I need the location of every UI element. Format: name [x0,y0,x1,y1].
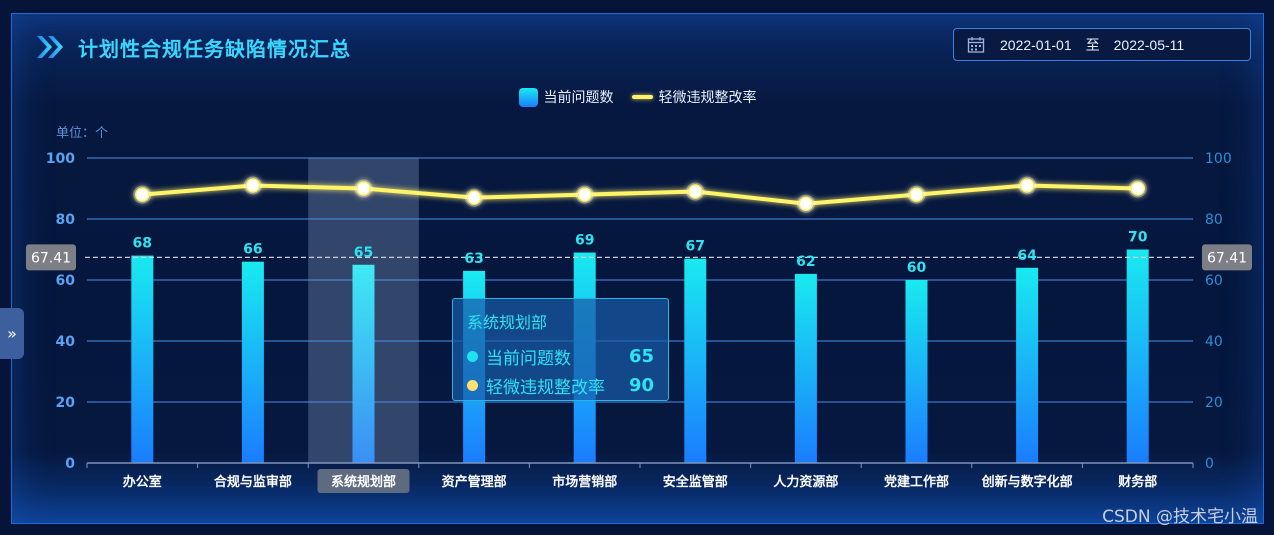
bar-value-label: 68 [133,236,152,252]
legend-bar-label: 当前问题数 [543,90,614,106]
rate-point [1019,178,1035,193]
x-tick-label: 人力资源部 [773,474,838,490]
date-range-picker[interactable]: 2022-01-01 至 2022-05-11 [953,28,1251,61]
rate-point [909,187,924,202]
y-left-tick-label: 60 [56,273,76,289]
average-label-right: 67.41 [1207,250,1247,266]
bar-value-label: 62 [796,254,815,270]
bar [131,255,154,463]
unit-label: 单位：个 [56,126,109,141]
rate-point [135,187,150,202]
legend-line-label: 轻微违规整改率 [658,90,757,106]
x-tick-label: 市场营销部 [552,474,617,490]
y-left-tick-label: 40 [56,334,76,350]
tooltip-category: 系统规划部 [467,313,548,332]
panel-header: 计划性合规任务缺陷情况汇总 [34,32,351,62]
bar-value-label: 63 [464,251,483,267]
y-left-tick-label: 80 [56,212,76,228]
legend-bar-swatch [518,87,538,107]
y-right-tick-label: 0 [1205,456,1214,472]
bar-value-label: 64 [1017,248,1037,264]
bar-value-label: 70 [1128,230,1148,246]
average-label-right-bg [1202,244,1252,271]
double-chevron-icon [34,32,68,62]
sidebar-toggle-button[interactable]: » [0,308,24,359]
x-tick-highlight [317,469,410,493]
legend-item-bar[interactable]: 当前问题数 [518,87,614,107]
date-end[interactable]: 2022-05-11 [1113,36,1185,53]
tooltip-row-line: 轻微违规整改率 90 [467,371,654,400]
chart-tooltip: 系统规划部 当前问题数 65 轻微违规整改率 90 [452,298,669,401]
watermark: CSDN @技术宅小温 [1102,507,1258,527]
bar-value-label: 65 [354,245,373,261]
tooltip-label-line: 轻微违规整改率 [486,378,605,398]
bar-line-chart: 67.41 67.41 68 66 65 63 69 67 62 60 64 70 0 20 40 60 8… [26,151,1252,493]
y-right-tick-label: 80 [1205,212,1223,228]
bar-value-label: 60 [907,260,927,276]
tooltip-value-line: 90 [628,375,654,396]
bar [794,273,817,463]
bar [905,280,928,463]
x-tick-label: 党建工作部 [884,474,949,490]
x-tick-label: 合规与监审部 [214,474,292,490]
tooltip-dot-line [467,380,478,391]
x-tick-label: 财务部 [1118,474,1157,490]
rate-point [577,187,592,202]
bar-value-label: 67 [686,239,705,255]
date-start[interactable]: 2022-01-01 [1000,36,1072,53]
bar [352,264,375,463]
x-tick-label: 安全监管部 [663,474,728,490]
bar [1126,249,1149,463]
page-title: 计划性合规任务缺陷情况汇总 [78,36,351,61]
chart-panel: 计划性合规任务缺陷情况汇总 2022-01-01 至 2022-05-11 当前… [11,13,1264,524]
tooltip-label-bar: 当前问题数 [486,349,571,369]
rate-point [688,184,703,199]
bar [1016,267,1039,463]
chart-legend: 当前问题数 轻微违规整改率 [12,87,1263,107]
rate-point [356,181,371,196]
tooltip-value-bar: 65 [628,346,654,367]
bar [241,261,264,463]
bar [684,258,707,463]
tooltip-row-bar: 当前问题数 65 [467,342,654,371]
bar-value-label: 69 [575,233,594,249]
tooltip-dot-bar [467,351,478,362]
legend-line-swatch [631,95,653,99]
calendar-icon [967,36,985,54]
y-left-tick-label: 0 [65,456,75,472]
x-tick-label: 资产管理部 [442,474,507,490]
y-right-tick-label: 20 [1205,395,1223,411]
average-label-left-bg [26,244,76,271]
rate-point [1130,181,1145,196]
average-label-left: 67.41 [31,250,71,266]
legend-item-line[interactable]: 轻微违规整改率 [631,87,757,107]
x-tick-label: 系统规划部 [331,474,396,490]
y-right-tick-label: 60 [1205,273,1223,289]
rate-line [142,183,1138,206]
rate-point [466,190,482,205]
rate-point [245,178,261,193]
y-right-tick-label: 100 [1205,151,1232,167]
y-left-tick-label: 20 [56,395,76,411]
rate-point [798,196,814,211]
y-left-tick-label: 100 [46,151,75,167]
x-tick-label: 办公室 [123,474,162,490]
x-tick-label: 创新与数字化部 [981,474,1073,490]
date-separator: 至 [1085,36,1100,53]
bar-value-label: 66 [243,242,262,258]
y-right-tick-label: 40 [1205,334,1223,350]
